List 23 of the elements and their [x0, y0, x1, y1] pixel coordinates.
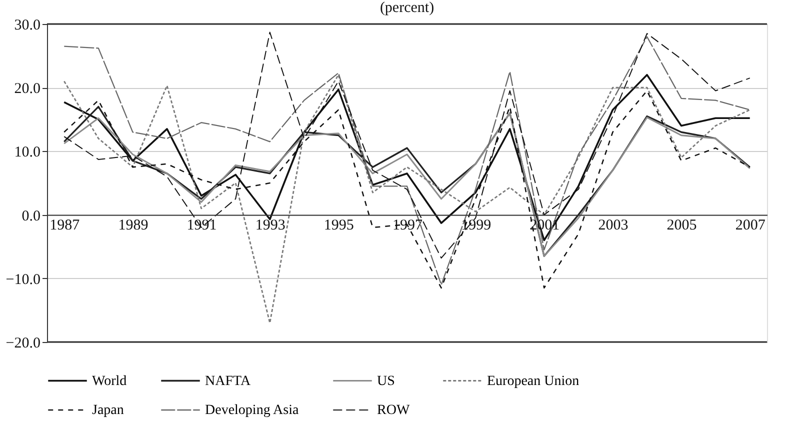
y-tick-label: −10.0	[6, 272, 40, 288]
y-tick-label: 20.0	[14, 81, 40, 98]
legend-label: ROW	[377, 403, 410, 418]
x-tick-label: 2007	[735, 217, 766, 234]
y-tick-label: −20.0	[6, 336, 40, 352]
legend-label: World	[92, 374, 127, 389]
x-tick-label: 1993	[255, 217, 286, 234]
legend-label: European Union	[487, 374, 580, 389]
y-tick-label: 30.0	[14, 18, 40, 34]
legend-label: Developing Asia	[205, 403, 300, 418]
legend-label: Japan	[92, 403, 124, 418]
x-tick-label: 2003	[598, 217, 628, 234]
x-tick-label: 1991	[186, 217, 217, 234]
x-tick-label: 1989	[118, 217, 148, 234]
y-tick-label: 0.0	[22, 208, 40, 224]
y-tick-label: 10.0	[14, 144, 40, 161]
x-tick-label: 1997	[392, 217, 423, 234]
legend-label: NAFTA	[205, 374, 252, 389]
legend-label: US	[377, 374, 395, 389]
x-tick-label: 1995	[324, 217, 354, 234]
chart-title: (percent)	[380, 0, 434, 16]
x-tick-label: 2005	[666, 217, 697, 234]
x-tick-label: 1987	[50, 217, 80, 234]
